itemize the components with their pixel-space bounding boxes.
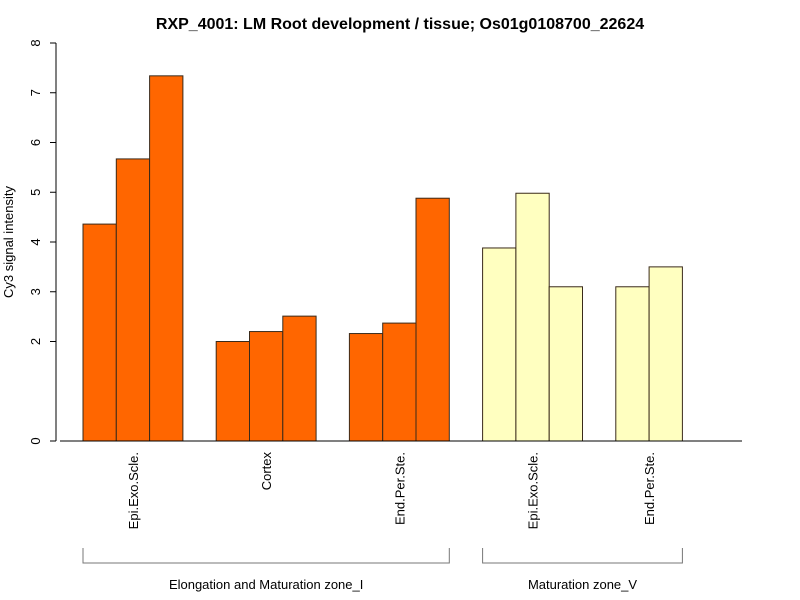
bar: [382, 322, 417, 442]
bar: [215, 341, 250, 442]
group-label: Elongation and Maturation zone_I: [169, 577, 363, 592]
group-brackets: Elongation and Maturation zone_I Maturati…: [82, 548, 683, 592]
x-tick-label: Epi.Exo.Scle.: [526, 452, 541, 529]
bar: [149, 75, 184, 442]
bar: [548, 286, 584, 442]
y-tick-label: 7: [28, 89, 43, 96]
group-bracket: [482, 548, 683, 564]
x-tick-label: End.Per.Ste.: [642, 452, 657, 525]
y-tick-label: 3: [28, 288, 43, 295]
bar: [249, 331, 284, 442]
bar: [282, 315, 317, 442]
x-tick-labels: Epi.Exo.Scle. Cortex End.Per.Ste. Epi.Exo.S…: [126, 452, 657, 530]
y-tick-label: 6: [28, 139, 43, 146]
x-tick-label: End.Per.Ste.: [392, 452, 407, 525]
bar: [415, 197, 450, 442]
bar: [482, 247, 517, 442]
bars: [82, 75, 683, 442]
bar: [348, 333, 384, 442]
bar: [615, 286, 650, 442]
y-tick-label: 0: [28, 437, 43, 444]
y-tick-label: 2: [28, 338, 43, 345]
chart-title: RXP_4001: LM Root development / tissue; …: [156, 16, 644, 33]
bar: [515, 192, 550, 442]
y-tick-label: 4: [28, 238, 43, 245]
x-tick-label: Epi.Exo.Scle.: [126, 452, 141, 529]
y-tick-label: 8: [28, 39, 43, 46]
group-bracket: [82, 548, 450, 564]
bar: [115, 158, 151, 442]
bar: [648, 266, 683, 442]
bar: [82, 223, 117, 442]
y-axis-label: Cy3 signal intensity: [1, 186, 16, 298]
y-tick-label: 5: [28, 189, 43, 196]
x-tick-label: Cortex: [259, 452, 274, 491]
group-label: Maturation zone_V: [528, 577, 637, 592]
y-axis: 0 2 3 4 5 6 7 8: [28, 39, 57, 445]
